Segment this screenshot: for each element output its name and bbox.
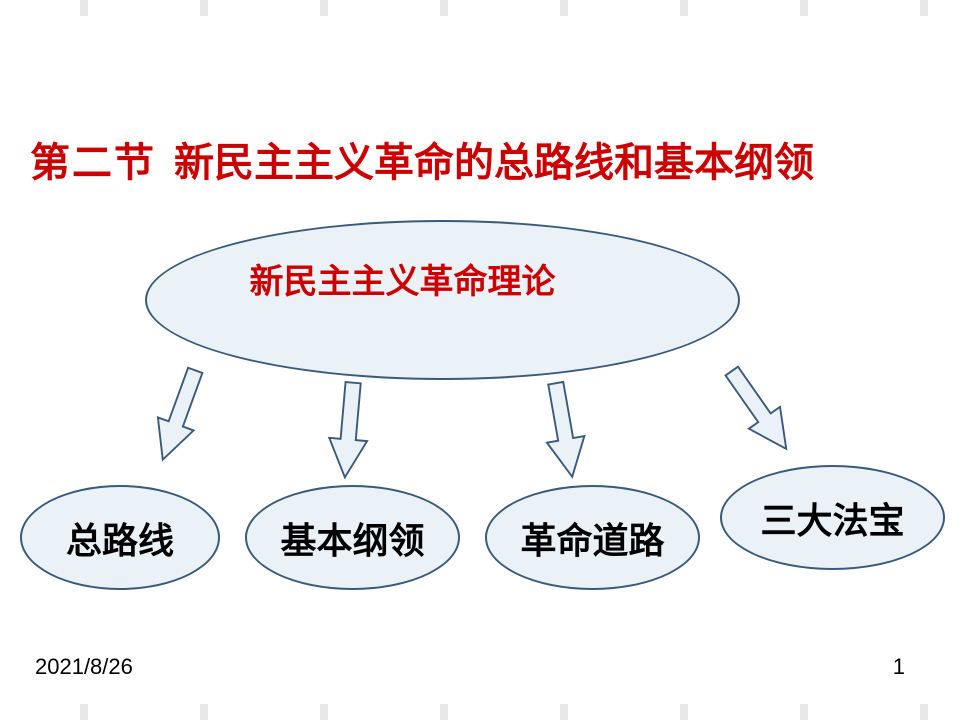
arrow-2 (537, 377, 592, 482)
footer-page: 1 (893, 654, 905, 680)
decor-tick (920, 704, 928, 720)
child-node-3: 三大法宝 (720, 465, 945, 570)
decor-tick (680, 704, 688, 720)
bottom-ticks (0, 700, 960, 720)
decor-tick (800, 0, 808, 16)
decor-tick (200, 0, 208, 16)
decor-tick (560, 0, 568, 16)
arrow-1 (326, 379, 373, 482)
child-node-0: 总路线 (20, 485, 220, 590)
decor-tick (440, 0, 448, 16)
section-label: 第二节 (30, 130, 156, 188)
decor-tick (80, 704, 88, 720)
decor-tick (200, 704, 208, 720)
slide-header: 第二节 新民主主义革命的总路线和基本纲领 (30, 130, 930, 188)
decor-tick (680, 0, 688, 16)
main-node-label: 新民主主义革命理论 (250, 254, 556, 303)
footer-date: 2021/8/26 (35, 654, 133, 680)
decor-tick (320, 704, 328, 720)
decor-tick (440, 704, 448, 720)
child-node-2: 革命道路 (485, 485, 700, 590)
decor-tick (920, 0, 928, 16)
decor-tick (560, 704, 568, 720)
top-ticks (0, 0, 960, 20)
decor-tick (320, 0, 328, 16)
main-node: 新民主主义革命理论 (145, 220, 740, 380)
decor-tick (800, 704, 808, 720)
child-node-1: 基本纲领 (245, 485, 460, 590)
arrow-3 (709, 350, 809, 470)
slide-title: 新民主主义革命的总路线和基本纲领 (174, 130, 814, 188)
concept-diagram: 新民主主义革命理论总路线基本纲领革命道路三大法宝 (0, 210, 960, 590)
arrow-0 (144, 362, 214, 469)
decor-tick (80, 0, 88, 16)
